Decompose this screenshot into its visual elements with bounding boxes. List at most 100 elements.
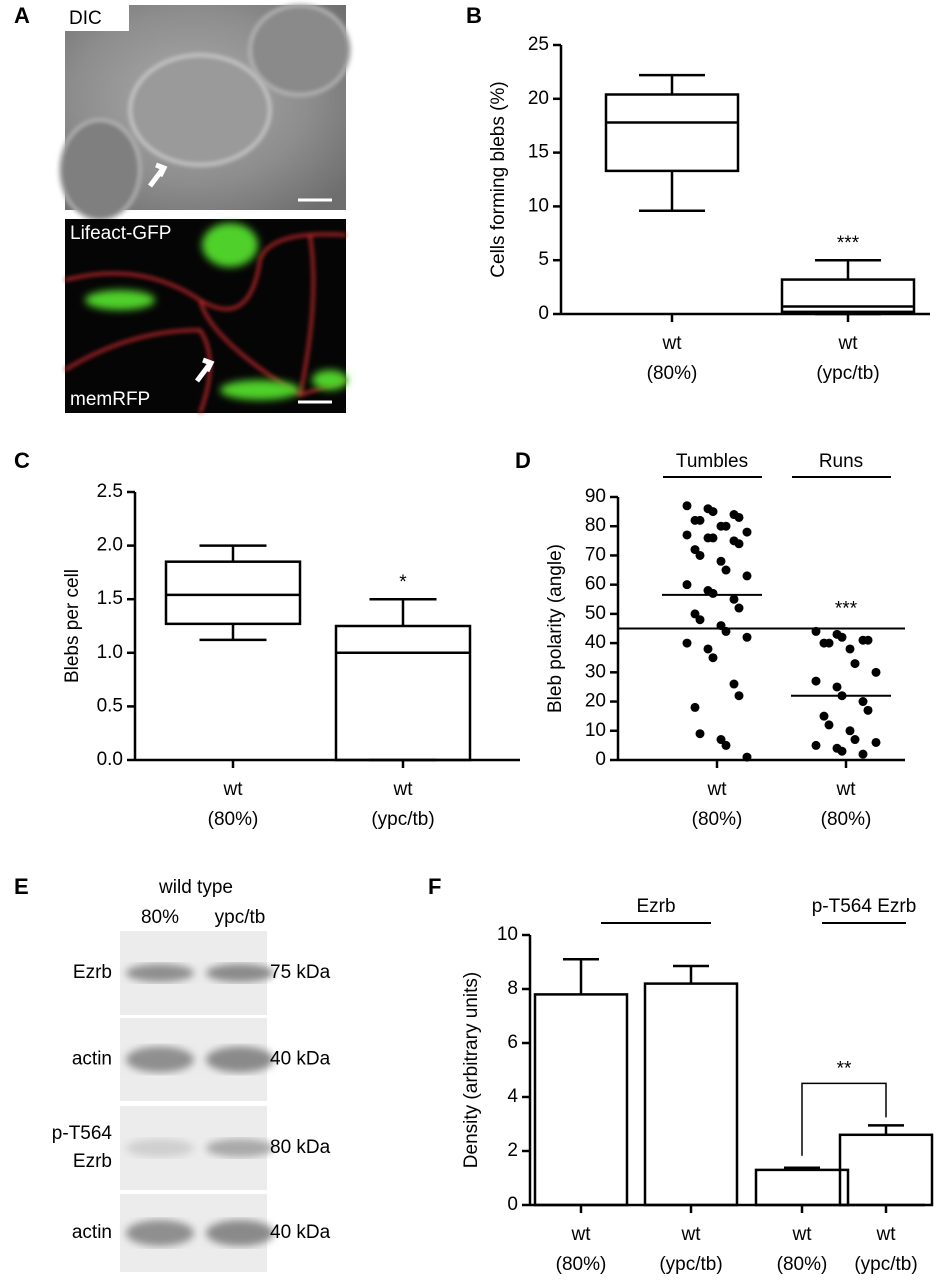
x-tick-sublabel: (80%)	[777, 1254, 828, 1275]
point	[863, 635, 873, 645]
point	[837, 632, 847, 642]
point	[863, 705, 873, 715]
blot-band	[206, 1220, 274, 1246]
y-tick-label: 30	[585, 661, 606, 682]
y-tick-label: 1.5	[97, 588, 123, 609]
y-tick-label: 10	[497, 924, 518, 945]
point	[742, 571, 752, 581]
y-tick-label: 0.5	[97, 695, 123, 716]
x-tick-label: wt	[792, 1224, 813, 1245]
blot-band	[206, 1046, 274, 1073]
blot-band	[126, 1139, 194, 1157]
point	[682, 530, 692, 540]
cell	[58, 118, 142, 222]
y-tick-label: 80	[585, 515, 606, 536]
y-tick-label: 2.0	[97, 535, 123, 556]
point	[734, 603, 744, 613]
x-tick-sublabel: (ypc/tb)	[371, 809, 434, 830]
y-tick-label: 10	[585, 720, 606, 741]
x-tick-label: wt	[838, 333, 859, 354]
row-label: p-T564	[52, 1123, 113, 1144]
row-label: actin	[72, 1049, 112, 1070]
point	[695, 729, 705, 739]
significance: ***	[837, 233, 860, 254]
y-axis-label: Density (arbitrary units)	[461, 972, 482, 1168]
size-label: 40 kDa	[270, 1222, 331, 1243]
point	[742, 527, 752, 537]
y-tick-label: 0	[507, 1194, 518, 1215]
blot-band	[126, 1046, 194, 1073]
x-tick-label: wt	[662, 333, 683, 354]
y-tick-label: 15	[528, 142, 549, 163]
point	[708, 588, 718, 598]
panel-label: A	[14, 3, 30, 28]
x-tick-label: wt	[836, 779, 857, 800]
box	[334, 624, 472, 762]
point	[708, 653, 718, 663]
blot-band	[126, 964, 194, 982]
x-tick-sublabel: (ypc/tb)	[816, 363, 879, 384]
panel-label: D	[515, 448, 531, 473]
y-tick-label: 70	[585, 544, 606, 565]
y-axis-label: Cells forming blebs (%)	[488, 81, 509, 277]
x-tick-label: wt	[876, 1224, 897, 1245]
y-tick-label: 40	[585, 632, 606, 653]
x-tick-label: wt	[681, 1224, 702, 1245]
size-label: 75 kDa	[270, 962, 331, 983]
point	[850, 735, 860, 745]
y-tick-label: 0	[538, 303, 549, 324]
point	[734, 691, 744, 701]
point	[871, 737, 881, 747]
point	[742, 752, 752, 762]
group-label: Ezrb	[636, 896, 675, 917]
point	[837, 746, 847, 756]
point	[824, 720, 834, 730]
y-tick-label: 50	[585, 603, 606, 624]
row-label: Ezrb	[73, 1151, 112, 1172]
y-tick-label: 2	[507, 1140, 518, 1161]
group-label: Runs	[819, 451, 863, 472]
x-tick-sublabel: (80%)	[647, 363, 698, 384]
y-tick-label: 8	[507, 978, 518, 999]
box	[780, 278, 916, 314]
y-tick-label: 4	[507, 1086, 518, 1107]
significance-bracket	[801, 1082, 887, 1156]
bar	[838, 1133, 934, 1207]
y-tick-label: 25	[528, 34, 549, 55]
size-label: 40 kDa	[270, 1049, 331, 1070]
y-tick-label: 90	[585, 486, 606, 507]
y-axis-label: Blebs per cell	[62, 569, 83, 683]
point	[871, 667, 881, 677]
point	[858, 749, 868, 759]
y-tick-label: 0.0	[97, 749, 123, 770]
point	[695, 615, 705, 625]
bar	[643, 982, 739, 1207]
y-tick-label: 20	[528, 88, 549, 109]
point	[716, 735, 726, 745]
y-tick-label: 10	[528, 195, 549, 216]
point	[682, 638, 692, 648]
panel-label: F	[428, 874, 441, 899]
point	[729, 594, 739, 604]
point	[690, 609, 700, 619]
image-label: memRFP	[70, 389, 150, 410]
point	[845, 726, 855, 736]
y-tick-label: 1.0	[97, 642, 123, 663]
point	[721, 740, 731, 750]
cell	[128, 53, 272, 167]
group-label: p-T564 Ezrb	[812, 896, 917, 917]
y-tick-label: 6	[507, 1032, 518, 1053]
y-axis-label: Bleb polarity (angle)	[545, 544, 566, 713]
x-tick-label: wt	[393, 779, 414, 800]
y-tick-label: 20	[585, 691, 606, 712]
point	[811, 676, 821, 686]
point	[690, 545, 700, 555]
point	[682, 580, 692, 590]
panel-label: C	[14, 448, 30, 473]
image-label: Lifeact-GFP	[70, 223, 171, 244]
blot	[120, 931, 274, 1272]
panel-label: E	[14, 874, 29, 899]
significance: ***	[835, 598, 858, 619]
bar	[754, 1168, 850, 1207]
point	[703, 644, 713, 654]
